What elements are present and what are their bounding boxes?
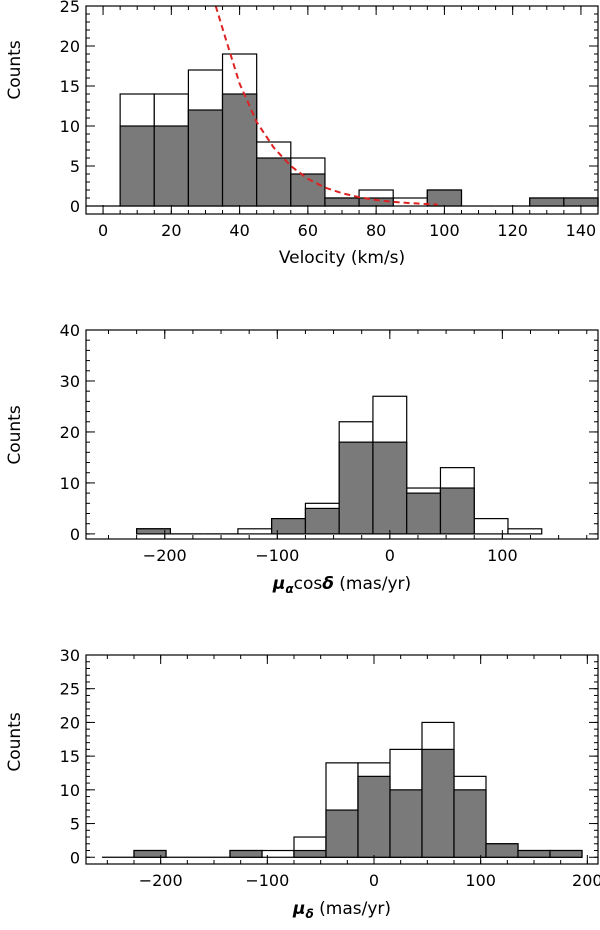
y-tick-label: 20 [60, 37, 80, 56]
x-tick-label: 80 [366, 221, 386, 240]
y-tick-label: 15 [60, 77, 80, 96]
x-ticks: −200 −100 0 100 200 [106, 655, 600, 890]
filled-bar [485, 843, 519, 858]
plot-frame [85, 654, 599, 865]
filled-bar [426, 189, 463, 207]
filled-bar [563, 197, 599, 207]
open-bar [473, 518, 509, 535]
filled-bar [133, 849, 167, 858]
filled-bar [136, 528, 171, 535]
x-tick-label: 40 [229, 221, 249, 240]
x-axis-label: Velocity (km/s) [279, 248, 405, 268]
x-label-mu: μ [272, 574, 286, 594]
open-bar [507, 528, 543, 535]
filled-bar [439, 487, 475, 535]
x-label-units: (mas/yr) [334, 574, 411, 594]
y-tick-label: 10 [60, 117, 80, 136]
x-tick-label: 20 [161, 221, 181, 240]
open-bar [261, 849, 295, 858]
filled-bar [453, 789, 487, 858]
x-tick-label: 140 [566, 221, 597, 240]
filled-bar [229, 849, 263, 858]
y-axis-label: Counts [5, 712, 25, 771]
panel-mu-delta-histogram: −200 −100 0 100 200 0 5 10 15 20 25 30 Counts μδ (mas… [5, 646, 600, 921]
x-tick-label: −100 [245, 871, 289, 890]
x-tick-label: −200 [139, 871, 183, 890]
x-label-subscript: α [285, 582, 294, 596]
filled-bar [357, 775, 391, 858]
x-ticks: 0 20 40 60 80 100 120 140 [85, 6, 599, 240]
open-bar [237, 528, 273, 535]
filled-bar [153, 125, 189, 207]
y-ticks: 0 5 10 15 20 25 [60, 0, 598, 216]
x-tick-label: 100 [487, 546, 518, 565]
bars-mu-delta-histogram [102, 721, 583, 858]
x-ticks: −200 −100 0 100 [108, 330, 588, 565]
y-tick-label: 25 [60, 0, 80, 16]
y-tick-label: 10 [60, 474, 80, 493]
panel-velocity-histogram: 0 20 40 60 80 100 120 140 0 5 10 15 20 25 Counts Veloci… [5, 0, 599, 268]
y-tick-label: 0 [70, 197, 80, 216]
y-ticks: 0 10 20 30 40 [60, 321, 598, 544]
x-tick-label: 0 [98, 221, 108, 240]
y-tick-label: 5 [70, 815, 80, 834]
y-tick-label: 30 [60, 646, 80, 665]
y-tick-label: 20 [60, 713, 80, 732]
x-tick-label: −200 [143, 546, 187, 565]
y-axis-label: Counts [5, 40, 25, 99]
filled-bar [421, 748, 455, 858]
filled-bar [290, 173, 326, 207]
bars-mu-alpha-histogram [136, 395, 543, 535]
y-tick-label: 15 [60, 747, 80, 766]
filled-bar [406, 492, 442, 535]
y-tick-label: 40 [60, 321, 80, 340]
x-tick-label: 60 [298, 221, 318, 240]
filled-bar [256, 157, 292, 207]
x-tick-label: 100 [429, 221, 460, 240]
filled-bar [529, 197, 565, 207]
y-tick-label: 5 [70, 157, 80, 176]
filled-bar [304, 507, 340, 535]
x-tick-label: 200 [572, 871, 600, 890]
y-axis-label: Counts [5, 405, 25, 464]
x-label-mu: μ [292, 899, 306, 919]
x-axis-label: μαcosδ (mas/yr) [272, 574, 411, 596]
filled-bar [325, 809, 359, 858]
filled-bar [271, 518, 307, 535]
filled-bar [221, 93, 258, 207]
x-tick-label: 0 [385, 546, 395, 565]
y-tick-label: 30 [60, 372, 80, 391]
filled-bar [338, 441, 374, 535]
x-tick-label: −100 [255, 546, 299, 565]
x-label-cos: cos [294, 574, 323, 594]
filled-bar [549, 849, 583, 858]
y-tick-label: 20 [60, 423, 80, 442]
y-tick-label: 0 [70, 848, 80, 867]
x-label-delta: δ [322, 574, 334, 594]
filled-bar [389, 789, 423, 858]
filled-bar [187, 109, 224, 207]
filled-bar [324, 197, 360, 207]
x-label-units: (mas/yr) [314, 899, 391, 919]
panel-mu-alpha-histogram: −200 −100 0 100 0 10 20 30 40 Counts μαcosδ (mas/y… [5, 321, 599, 596]
x-axis-label: μδ (mas/yr) [292, 899, 391, 921]
plot-frame [85, 329, 599, 540]
x-tick-label: 0 [369, 871, 379, 890]
filled-bar [293, 849, 327, 858]
bars-velocity-histogram [86, 53, 599, 207]
x-label-subscript: δ [305, 907, 313, 921]
y-ticks: 0 5 10 15 20 25 30 [60, 646, 598, 867]
y-tick-label: 25 [60, 680, 80, 699]
y-tick-label: 0 [70, 525, 80, 544]
filled-bar [517, 849, 551, 858]
x-tick-label: 100 [465, 871, 496, 890]
x-tick-label: 120 [497, 221, 528, 240]
fit-curve [214, 5, 438, 206]
y-tick-label: 10 [60, 781, 80, 800]
filled-bar [119, 125, 155, 207]
filled-bar [372, 441, 408, 535]
